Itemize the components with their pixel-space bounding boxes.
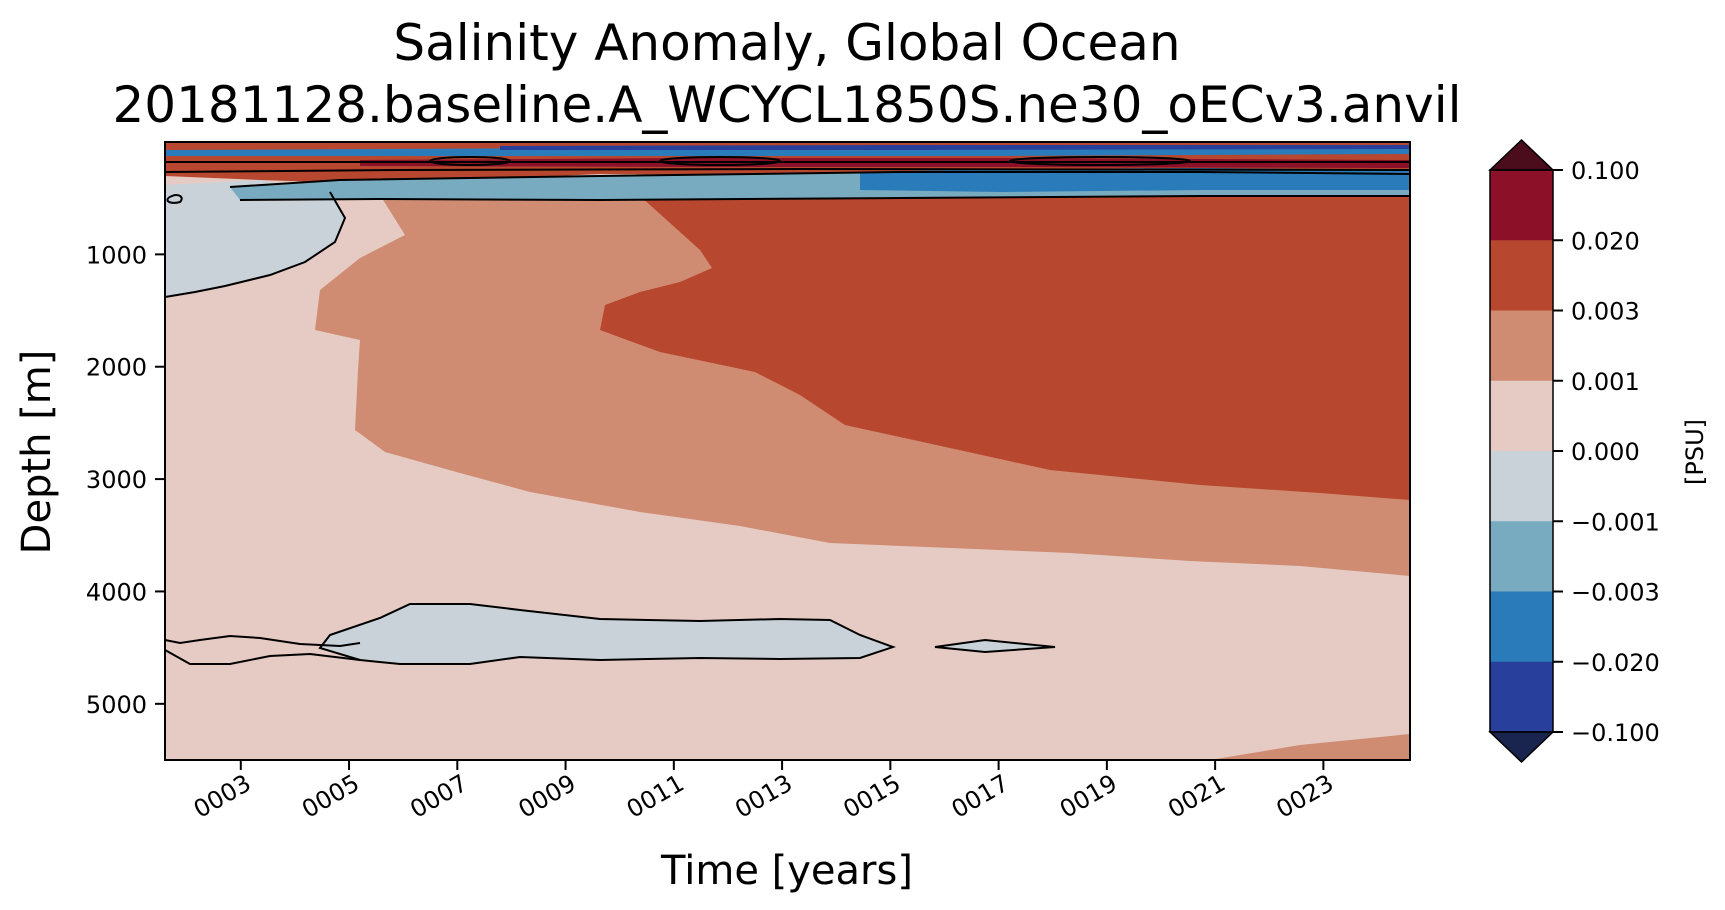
y-tick-label: 4000 — [86, 578, 147, 606]
x-tick-label: 0011 — [622, 769, 689, 824]
x-tick-label: 0007 — [405, 769, 472, 824]
x-tick-label: 0023 — [1271, 769, 1338, 824]
colorbar-tick-label: 0.000 — [1571, 438, 1640, 466]
y-tick-label: 3000 — [86, 466, 147, 494]
colorbar-tick-label: −0.020 — [1571, 649, 1660, 677]
y-tick-label: 1000 — [86, 241, 147, 269]
colorbar-tick-label: 0.003 — [1571, 298, 1640, 326]
x-tick-label: 0009 — [514, 769, 581, 824]
colorbar-segment — [1490, 521, 1553, 592]
x-tick-label: 0019 — [1055, 769, 1122, 824]
x-tick-label: 0015 — [838, 769, 905, 824]
x-axis: 0003 0005 0007 0009 0011 0013 0015 0017 0019 0021… — [189, 760, 1338, 824]
colorbar-tick-label: −0.001 — [1571, 508, 1660, 536]
colorbar-tick-label: 0.001 — [1571, 368, 1640, 396]
colorbar-segment — [1490, 240, 1553, 311]
region-neg0.001-to-0.000-deep — [320, 604, 893, 664]
colorbar-tick-label: −0.003 — [1571, 579, 1660, 607]
x-tick-label: 0013 — [730, 769, 797, 824]
x-tick-label: 0021 — [1163, 769, 1230, 824]
colorbar-segment — [1490, 310, 1553, 382]
colorbar-tick-label: −0.100 — [1571, 719, 1660, 747]
chart-title: Salinity Anomaly, Global Ocean — [393, 14, 1180, 72]
x-tick-label: 0005 — [297, 769, 364, 824]
y-axis-label: Depth [m] — [14, 350, 60, 555]
colorbar-segment — [1490, 661, 1553, 733]
colorbar-segment — [1490, 380, 1553, 452]
x-tick-label: 0017 — [947, 769, 1014, 824]
y-tick-label: 5000 — [86, 691, 147, 719]
plot-frame — [164, 141, 1411, 761]
colorbar-tick-label: 0.020 — [1571, 227, 1640, 255]
region-0.001-to-0.003-bottom-right — [1210, 734, 1410, 760]
x-tick-label: 0003 — [189, 769, 256, 824]
colorbar-segment — [1490, 170, 1553, 241]
colorbar-segment — [1490, 591, 1553, 663]
colorbar: 0.100 0.020 0.003 0.001 0.000 −0.001 −0.003 −0.… — [1488, 138, 1660, 764]
y-axis: 1000 2000 3000 4000 5000 — [86, 241, 165, 719]
y-tick-label: 2000 — [86, 354, 147, 382]
colorbar-segment — [1490, 451, 1553, 522]
colorbar-label: [PSU] — [1681, 419, 1709, 485]
x-axis-label: Time [years] — [660, 848, 913, 894]
colorbar-tick-label: 0.100 — [1571, 157, 1640, 185]
region-0.003-to-0.020 — [600, 190, 1410, 500]
colorbar-extend-min — [1488, 731, 1555, 764]
colorbar-extend-max — [1488, 138, 1555, 171]
plot-area — [165, 142, 1410, 760]
region-neg0.001-to-0.000-upper — [165, 180, 345, 297]
chart-subtitle: 20181128.baseline.A_WCYCL1850S.ne30_oECv… — [113, 76, 1462, 134]
contour-lines — [165, 156, 1410, 665]
region-neg0.100-to-neg0.020 — [500, 145, 1410, 150]
region-neg0.020-to-neg0.003 — [860, 168, 1410, 192]
